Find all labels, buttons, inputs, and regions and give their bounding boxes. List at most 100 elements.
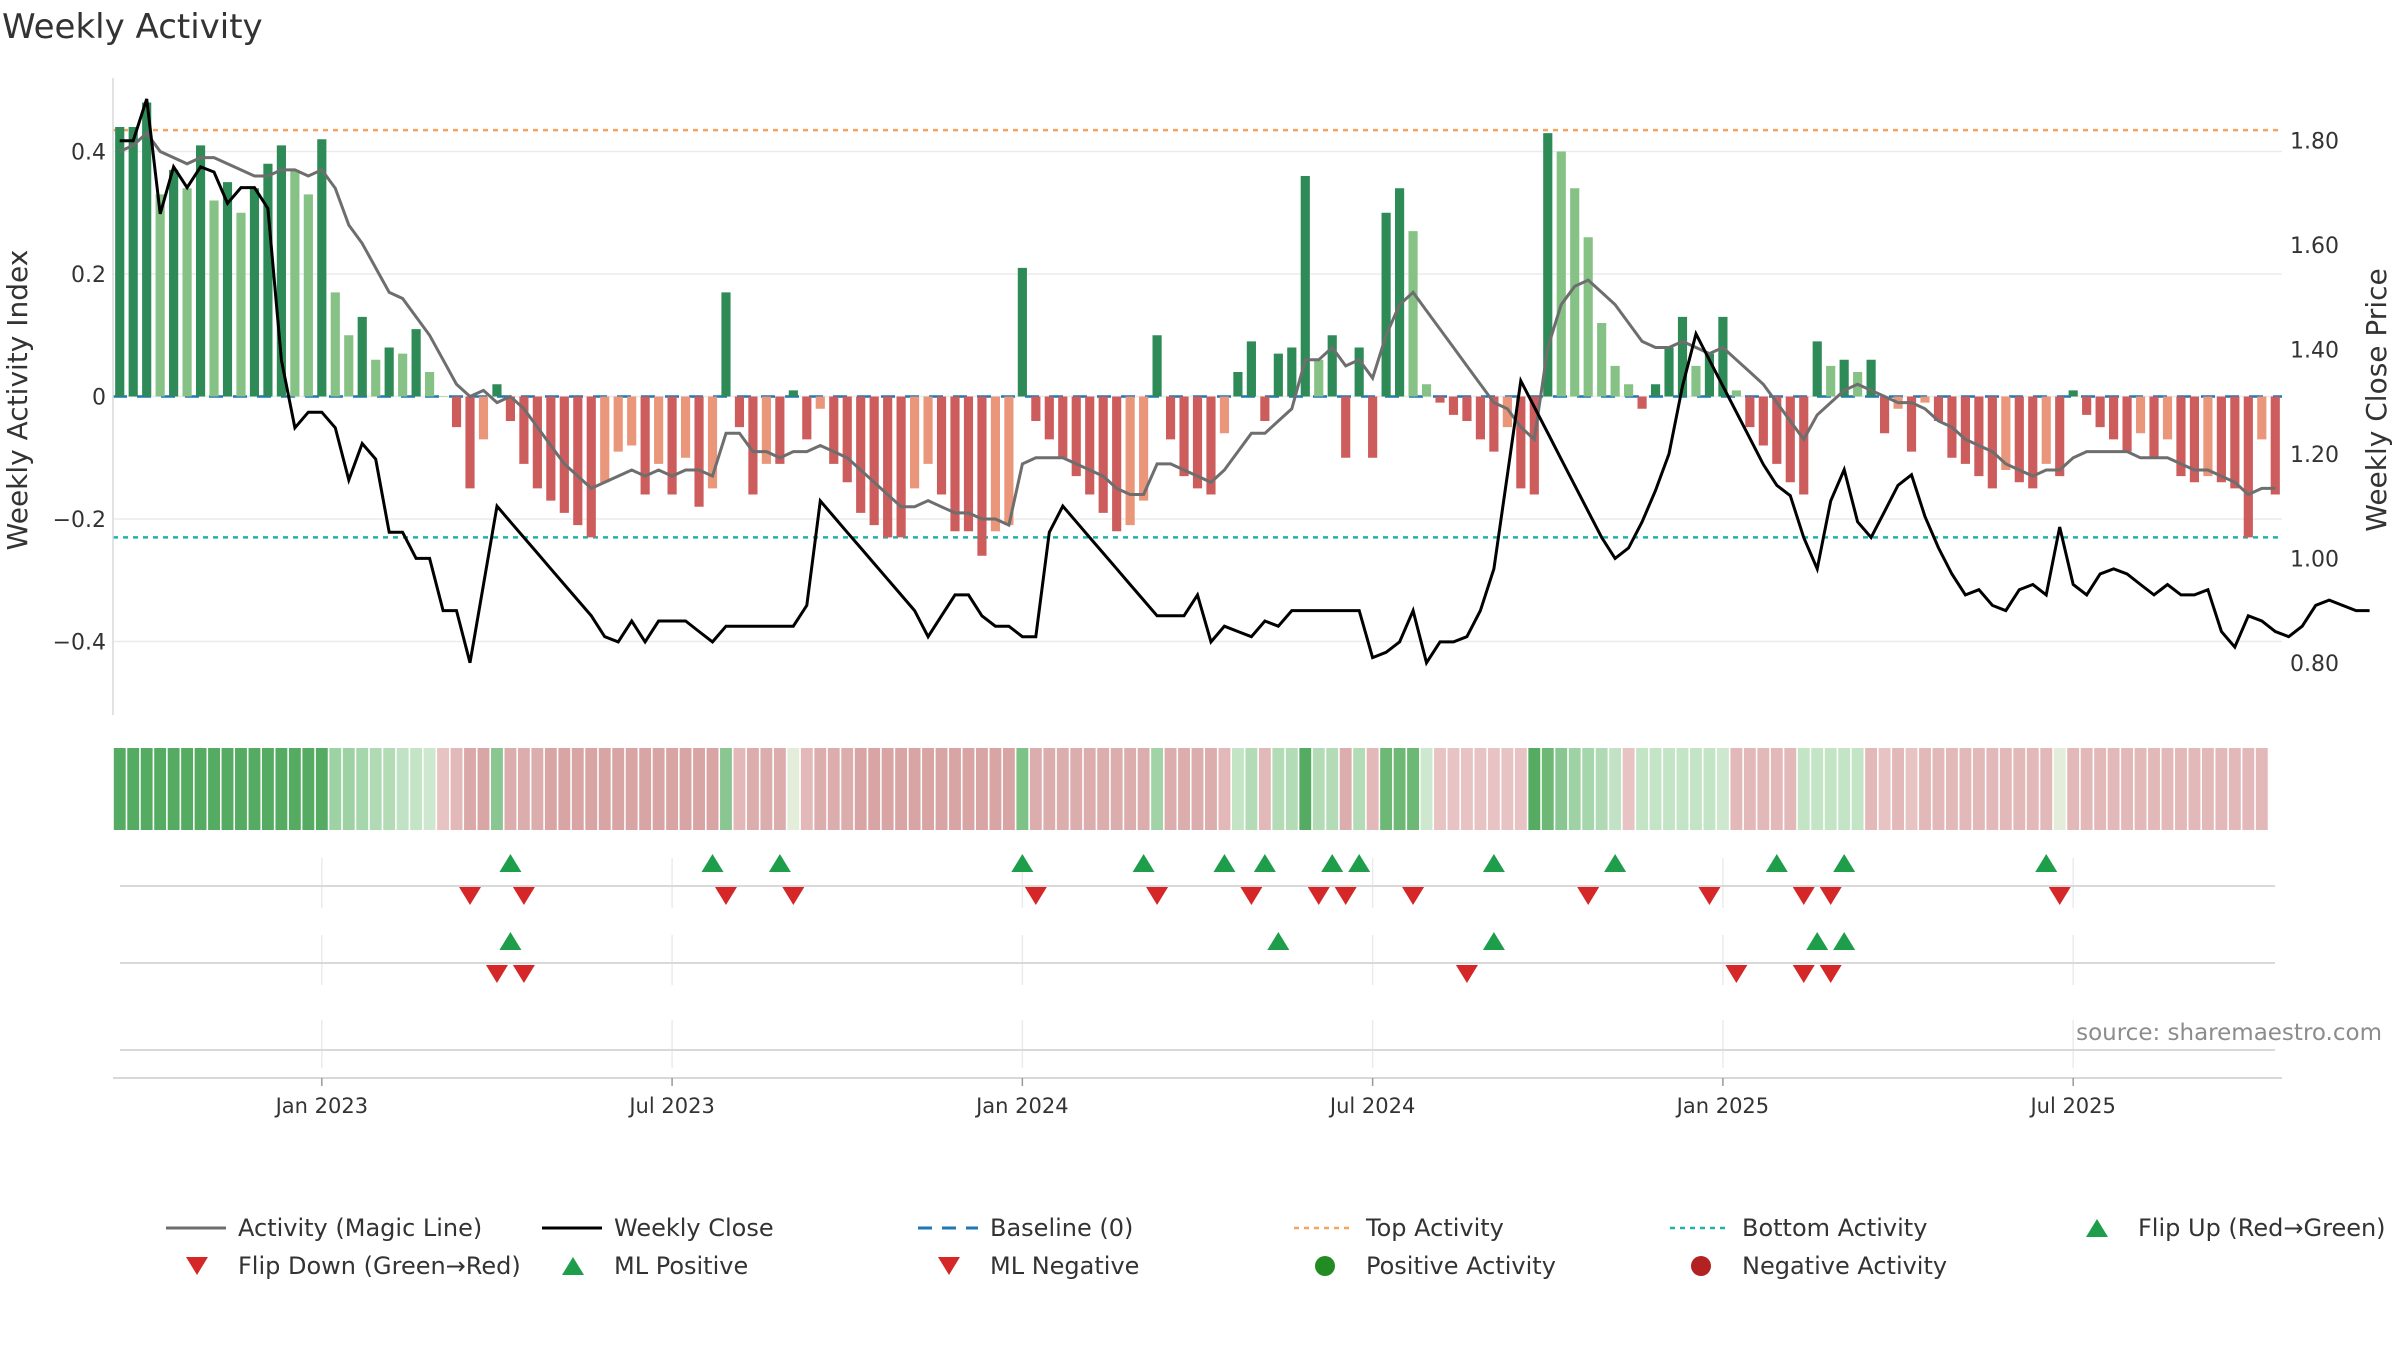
activity-bar: [1152, 335, 1162, 397]
activity-bar: [1085, 396, 1095, 495]
y-left-tick-label-2: 0: [92, 386, 106, 411]
strip-cell: [1501, 748, 1514, 830]
empty-panel: [120, 1020, 2275, 1068]
flip-down-marker: [782, 887, 805, 905]
activity-bar: [1017, 267, 1027, 397]
activity-bar: [1058, 396, 1068, 458]
flip-up-marker: [1604, 854, 1627, 872]
activity-bar: [2135, 396, 2146, 434]
flip-up-marker: [768, 854, 791, 872]
ml-positive-marker: [1482, 932, 1505, 950]
strip-cell: [814, 748, 827, 830]
strip-cell: [1434, 748, 1446, 830]
activity-bar: [1475, 396, 1485, 440]
strip-cell: [800, 748, 813, 830]
legend-item-weekly-close: Weekly Close: [542, 1214, 774, 1242]
y-right-tick-label-3: 1.20: [2290, 443, 2339, 468]
strip-cell: [2148, 748, 2160, 830]
activity-bar: [1246, 341, 1256, 397]
activity-bar: [707, 396, 718, 489]
strip-cell: [720, 748, 732, 830]
strip-cell: [827, 748, 840, 830]
strip-cell: [477, 748, 490, 830]
strip-cell: [1407, 748, 1419, 830]
activity-bar: [936, 396, 947, 495]
activity-bar: [195, 145, 206, 397]
activity-bar: [142, 102, 152, 397]
flip-down-marker: [459, 887, 482, 905]
activity-bar: [1839, 359, 1849, 397]
activity-bar: [1920, 396, 1930, 403]
activity-bar: [1650, 384, 1661, 397]
activity-strip: [113, 748, 2268, 830]
legend-label: ML Positive: [614, 1252, 748, 1280]
activity-bar: [2068, 390, 2078, 397]
activity-bar: [2001, 396, 2011, 470]
legend-label: Bottom Activity: [1742, 1214, 1927, 1242]
activity-bar: [1987, 396, 1997, 489]
strip-cell: [760, 748, 773, 830]
strip-cell: [1932, 748, 1945, 830]
activity-bar: [990, 396, 1000, 532]
activity-bar: [1799, 396, 1809, 495]
weekly-close-series: [119, 98, 2370, 667]
activity-bar: [2270, 396, 2280, 495]
flip-up-marker: [2035, 854, 2058, 872]
strip-cell: [1676, 748, 1689, 830]
strip-cell: [1097, 748, 1110, 830]
legend: Activity (Magic Line) Weekly Close Baselin…: [166, 1214, 2386, 1280]
strip-cell: [1285, 748, 1298, 830]
ml-negative-marker: [1792, 965, 1815, 983]
y-left-tick-label-4: −0.4: [53, 631, 106, 656]
activity-bar: [169, 169, 179, 397]
strip-cell: [598, 748, 611, 830]
y-axis-right-label: Weekly Close Price: [2360, 268, 2393, 531]
activity-bar: [2243, 396, 2253, 538]
strip-cell: [1299, 748, 1312, 830]
strip-cell: [693, 748, 705, 830]
ml-markers-panel: [120, 932, 2275, 985]
strip-cell: [2242, 748, 2255, 830]
strip-cell: [1393, 748, 1406, 830]
strip-cell: [1851, 748, 1864, 830]
activity-bar: [654, 396, 664, 464]
activity-bar: [1273, 353, 1283, 397]
activity-bar: [775, 396, 785, 464]
strip-cell: [1905, 748, 1918, 830]
activity-bar: [2122, 396, 2132, 452]
legend-item-baseline-0: Baseline (0): [918, 1214, 1133, 1242]
flip-down-marker: [512, 887, 535, 905]
strip-cell: [261, 748, 274, 830]
x-tick-label: Jan 2025: [1675, 1094, 1770, 1118]
strip-cell: [773, 748, 786, 830]
strip-cell: [2215, 748, 2228, 830]
activity-bar: [788, 390, 798, 397]
y-left-tick-label-0: 0.4: [71, 141, 106, 166]
strip-cell: [841, 748, 854, 830]
strip-cell: [154, 748, 167, 830]
activity-bar: [1354, 347, 1364, 397]
activity-bar: [694, 396, 704, 507]
strip-cell: [1205, 748, 1217, 830]
activity-bar: [1879, 396, 1890, 434]
x-axis: Jan 2023 Jul 2023 Jan 2024 Jul 2024 Jan 2025…: [113, 1077, 2282, 1118]
strip-cell: [1609, 748, 1622, 830]
activity-bar: [398, 353, 408, 397]
legend-item-activity-magic-line: Activity (Magic Line): [166, 1214, 482, 1242]
flip-up-marker: [1765, 854, 1788, 872]
activity-bar: [330, 292, 340, 397]
strip-cell: [1636, 748, 1649, 830]
activity-bars: [115, 102, 2280, 556]
activity-bar: [425, 372, 435, 397]
activity-bar: [869, 396, 879, 526]
activity-bar: [1260, 396, 1270, 421]
strip-cell: [1474, 748, 1487, 830]
ml-positive-marker: [1267, 932, 1290, 950]
activity-bar: [734, 396, 745, 428]
strip-cell: [1878, 748, 1891, 830]
activity-bar: [2257, 396, 2267, 440]
strip-cell: [1730, 748, 1743, 830]
strip-cell: [1002, 748, 1015, 830]
activity-bar: [1044, 396, 1054, 440]
